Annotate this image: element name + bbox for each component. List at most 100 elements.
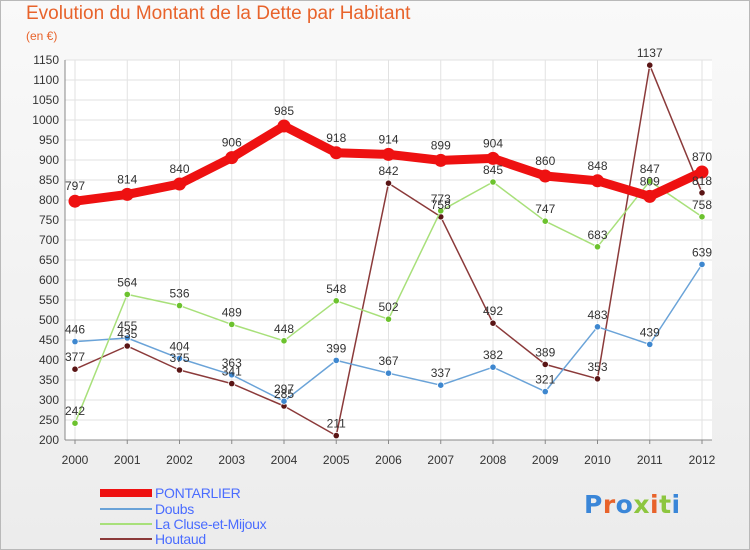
proxiti-logo: Proxiti	[584, 490, 681, 519]
data-point-la-cluse-et-mijoux	[437, 207, 445, 215]
data-label-la-cluse-et-mijoux: 747	[535, 202, 555, 216]
data-point-houtaud	[593, 375, 602, 383]
y-tick-label: 700	[39, 233, 59, 247]
data-point-houtaud	[384, 179, 393, 187]
logo-letter: i	[671, 490, 681, 519]
data-point-doubs	[593, 323, 602, 331]
data-label-doubs: 404	[169, 339, 189, 353]
x-tick-label: 2002	[166, 453, 193, 467]
data-point-pontarlier	[434, 153, 448, 167]
data-label-doubs: 399	[326, 341, 346, 355]
y-tick-label: 850	[39, 173, 59, 187]
data-label-doubs: 483	[587, 308, 607, 322]
logo-letter: P	[584, 490, 603, 519]
data-label-houtaud: 389	[535, 345, 555, 359]
y-tick-label: 300	[39, 393, 59, 407]
data-label-la-cluse-et-mijoux: 536	[169, 287, 189, 301]
data-label-doubs: 367	[378, 354, 398, 368]
legend-label-pontarlier: PONTARLIER	[155, 484, 241, 501]
y-tick-label: 550	[39, 293, 59, 307]
x-tick-label: 2009	[532, 453, 559, 467]
data-point-la-cluse-et-mijoux	[541, 217, 549, 225]
data-point-la-cluse-et-mijoux	[332, 297, 340, 305]
y-tick-label: 600	[39, 273, 59, 287]
x-tick-label: 2004	[271, 453, 298, 467]
data-point-houtaud	[698, 189, 706, 197]
data-label-doubs: 439	[640, 325, 660, 339]
data-label-doubs: 337	[431, 366, 451, 380]
data-label-la-cluse-et-mijoux: 242	[65, 404, 85, 418]
logo-letter: o	[615, 490, 634, 519]
data-point-la-cluse-et-mijoux	[71, 419, 79, 427]
y-tick-label: 250	[39, 413, 59, 427]
data-point-houtaud	[541, 360, 549, 368]
data-label-doubs: 639	[692, 245, 712, 259]
data-label-doubs: 321	[535, 373, 555, 387]
data-label-houtaud: 758	[431, 198, 451, 212]
data-label-la-cluse-et-mijoux: 773	[431, 192, 451, 206]
data-point-pontarlier	[225, 151, 239, 165]
data-point-la-cluse-et-mijoux	[123, 290, 131, 298]
data-label-houtaud: 435	[117, 327, 137, 341]
y-tick-label: 500	[39, 313, 59, 327]
data-label-doubs: 455	[117, 319, 137, 333]
data-label-pontarlier: 809	[640, 174, 660, 188]
y-tick-label: 800	[39, 193, 59, 207]
data-label-la-cluse-et-mijoux: 502	[378, 300, 398, 314]
y-tick-label: 950	[39, 133, 59, 147]
data-label-doubs: 382	[483, 348, 503, 362]
data-label-houtaud: 492	[483, 304, 503, 318]
y-tick-label: 650	[39, 253, 59, 267]
data-label-houtaud: 353	[587, 360, 607, 374]
legend-item-doubs: Doubs	[100, 500, 194, 517]
y-tick-label: 900	[39, 153, 59, 167]
data-point-doubs	[698, 260, 706, 268]
legend-item-la-cluse-et-mijoux: La Cluse-et-Mijoux	[100, 515, 267, 532]
data-label-pontarlier: 904	[483, 136, 503, 150]
data-point-pontarlier	[486, 151, 500, 165]
data-label-pontarlier: 918	[326, 131, 346, 145]
y-tick-label: 450	[39, 333, 59, 347]
data-point-houtaud	[123, 342, 131, 350]
data-label-pontarlier: 914	[378, 132, 398, 146]
data-label-la-cluse-et-mijoux: 448	[274, 322, 294, 336]
x-tick-label: 2011	[637, 453, 663, 467]
data-label-doubs: 297	[274, 382, 294, 396]
data-label-houtaud: 341	[222, 365, 242, 379]
legend-item-pontarlier: PONTARLIER	[100, 484, 241, 501]
legend-label-la-cluse-et-mijoux: La Cluse-et-Mijoux	[155, 515, 267, 532]
data-point-la-cluse-et-mijoux	[593, 243, 602, 251]
y-tick-label: 1000	[32, 113, 59, 127]
data-label-pontarlier: 814	[117, 172, 137, 186]
data-point-houtaud	[228, 379, 236, 388]
data-label-pontarlier: 906	[222, 136, 242, 150]
data-point-houtaud	[71, 365, 79, 373]
y-tick-label: 1050	[32, 93, 59, 107]
data-point-doubs	[646, 340, 654, 348]
data-point-pontarlier	[538, 169, 552, 183]
logo-letter: x	[633, 490, 650, 519]
x-tick-label: 2005	[323, 453, 350, 467]
legend-label-doubs: Doubs	[155, 500, 194, 517]
x-tick-label: 2000	[62, 453, 89, 467]
x-tick-label: 2001	[114, 453, 141, 467]
data-label-houtaud: 1137	[637, 46, 663, 60]
data-point-doubs	[280, 397, 288, 405]
data-point-doubs	[175, 354, 184, 362]
data-label-houtaud: 375	[169, 351, 189, 365]
x-tick-label: 2006	[375, 453, 402, 467]
data-label-la-cluse-et-mijoux: 548	[326, 282, 346, 296]
data-label-la-cluse-et-mijoux: 758	[692, 198, 712, 212]
y-tick-label: 400	[39, 353, 59, 367]
data-point-doubs	[541, 387, 549, 396]
data-point-doubs	[437, 381, 445, 389]
y-tick-label: 750	[39, 213, 59, 227]
data-label-houtaud: 377	[65, 350, 85, 364]
data-point-la-cluse-et-mijoux	[489, 178, 497, 186]
logo-letter: t	[659, 490, 672, 519]
y-tick-label: 1100	[33, 73, 59, 87]
data-label-pontarlier: 840	[169, 162, 189, 176]
data-point-pontarlier	[120, 187, 134, 201]
data-point-doubs	[228, 371, 236, 379]
